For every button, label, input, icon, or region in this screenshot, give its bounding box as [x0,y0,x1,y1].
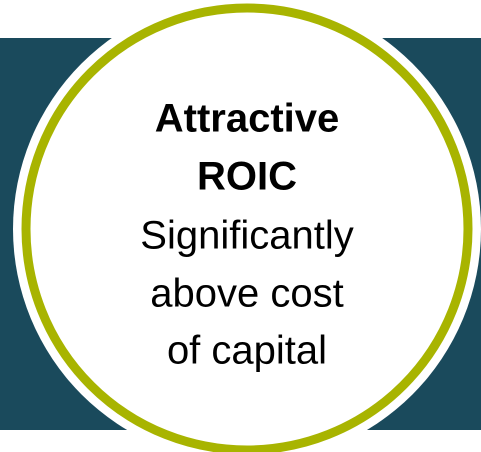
body-line: of capital [167,329,327,373]
body-line: above cost [150,272,343,316]
title-line: Attractive [155,97,340,141]
body-line: Significantly [140,214,353,258]
title-line: ROIC [197,155,297,199]
green-ring [21,3,473,452]
